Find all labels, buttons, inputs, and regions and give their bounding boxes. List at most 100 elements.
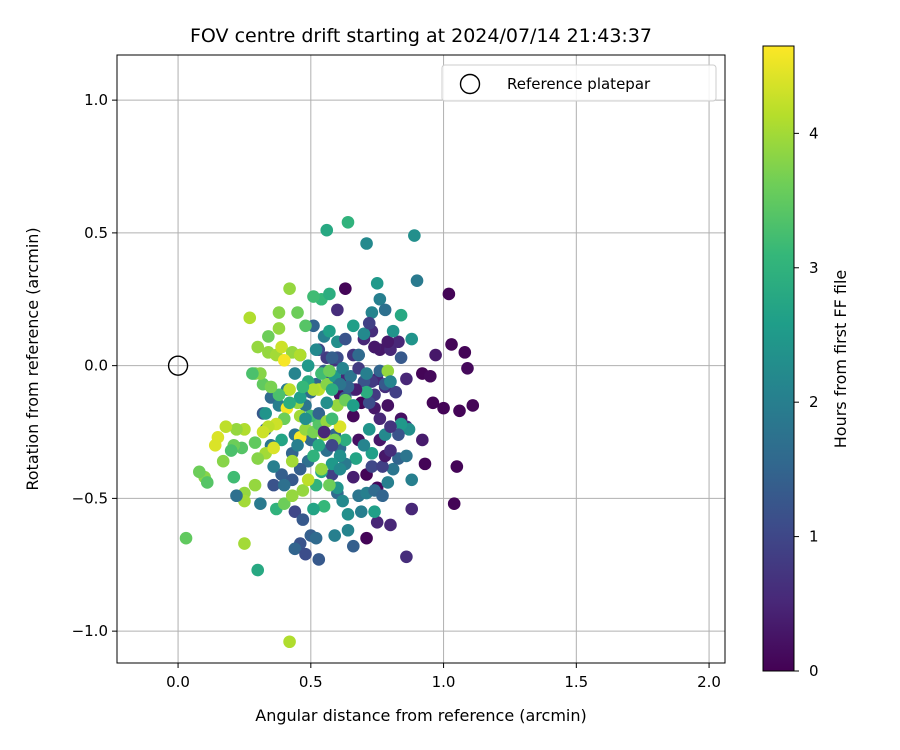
data-point [230,423,243,436]
data-point [360,385,373,399]
data-point [381,399,395,412]
data-point [458,346,472,359]
data-point [283,635,296,649]
data-point [277,478,291,492]
chart-title: FOV centre drift starting at 2024/07/14 … [190,25,652,47]
data-point [405,473,419,487]
data-point [333,420,347,434]
colorbar: 0 1 2 3 4 [762,45,819,680]
data-point [312,407,326,420]
data-point [251,452,265,465]
plot-frame [116,54,726,664]
data-point [384,420,397,434]
data-point [219,420,233,434]
data-point [362,316,376,330]
data-point [376,460,389,473]
data-point [450,460,464,473]
data-point [285,454,299,468]
data-point [405,332,419,346]
y-axis-label: Rotation from reference (arcmin) [23,227,42,490]
data-point [272,322,286,335]
data-point [275,433,288,447]
data-point [325,412,339,426]
data-point [346,470,360,484]
data-point [293,391,307,404]
data-point [453,404,466,418]
data-point [370,277,384,290]
data-point [341,508,355,521]
data-point [323,364,336,378]
legend-reference-marker [459,73,481,95]
data-point [267,441,280,455]
data-point [254,497,267,510]
colorbar-tick-label: 0 [809,662,819,680]
y-tick-label: 0.0 [84,357,108,375]
data-point [346,539,360,553]
data-point [288,505,302,518]
data-point [248,436,262,449]
data-point [349,452,363,465]
data-point [317,425,331,439]
data-point [461,361,474,375]
data-point [312,438,326,452]
data-point [418,457,432,471]
data-point [251,340,265,354]
data-point [216,454,230,468]
data-point [288,367,302,380]
data-point [299,319,312,333]
data-point [429,348,442,362]
data-point [381,364,395,378]
data-point [267,478,280,492]
data-point [307,383,320,396]
data-point [357,327,371,341]
legend: Reference platepar [441,64,717,102]
plot-border [116,54,726,664]
colorbar-gradient [762,45,795,672]
data-point [193,465,206,479]
data-point [307,449,320,463]
data-point [283,383,296,396]
data-point [341,215,355,229]
colorbar-tick-label: 3 [809,259,819,277]
data-point [389,385,403,399]
data-point [333,449,347,463]
data-point [251,563,265,577]
data-point [179,531,193,545]
data-point [325,351,339,364]
data-point [386,462,400,476]
x-tick-label: 2.0 [697,673,721,691]
data-point [394,308,408,322]
data-point [378,303,392,317]
data-point [410,274,424,287]
data-point [309,343,323,357]
data-point [291,306,304,319]
data-point [384,444,397,457]
data-point [357,438,371,452]
data-point [445,338,458,351]
data-point [400,449,413,463]
data-point [224,444,238,457]
data-point [307,290,320,303]
data-point [283,282,296,295]
data-point [323,287,336,301]
data-point [405,502,419,516]
data-point [341,523,355,537]
y-tick-label: 0.5 [84,224,108,242]
data-point [331,303,344,317]
data-point [339,433,352,447]
data-point [362,423,376,436]
data-point [320,396,334,410]
data-point [354,505,368,518]
data-point [362,396,376,410]
reference-marker-layer [167,355,189,376]
data-point [392,428,405,441]
data-point [346,319,360,333]
x-tick-label: 1.5 [564,673,588,691]
data-point [426,396,440,410]
data-point [346,399,360,412]
x-axis-label: Angular distance from reference (arcmin) [255,706,586,725]
data-point [360,367,373,380]
y-tick-label: 1.0 [84,91,108,109]
